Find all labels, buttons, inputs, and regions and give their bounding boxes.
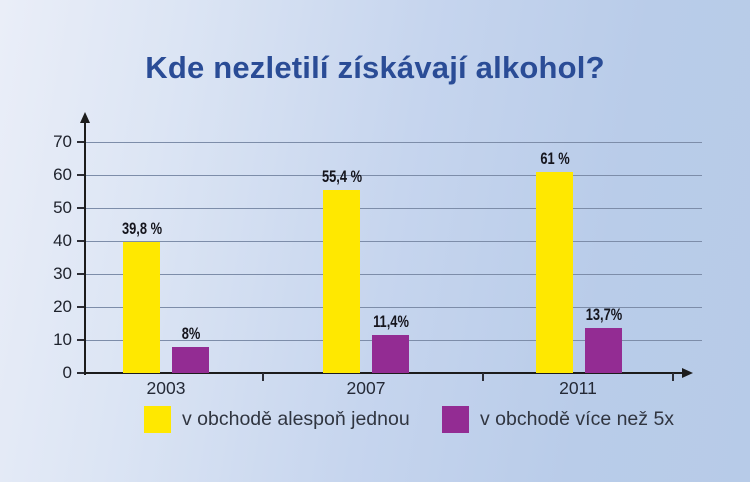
x-axis-label: 2003 [146,378,186,398]
gridline [85,240,702,242]
x-axis-tick [482,373,484,381]
legend-swatch-purple [442,406,469,433]
bar-value-label: 39,8 % [121,219,162,238]
bar-2011-series2 [585,327,622,373]
bar-value-label: 11,4% [372,313,409,332]
bar-2007-series1 [323,190,360,373]
y-axis-label: 70 [53,132,72,151]
x-axis-line [85,372,682,374]
bar-value-label: 55,4 % [321,168,362,187]
bar-value-label: 61 % [539,149,570,168]
bar-value-label: 8% [181,324,200,343]
gridline [85,141,702,143]
bar-2003-series1 [123,241,160,373]
legend-item-series2: v obchodě více než 5x [442,406,674,433]
y-axis-tick [77,141,85,143]
y-axis-label: 30 [53,264,72,283]
y-axis-tick [77,306,85,308]
gridline [85,306,702,308]
legend-item-series1: v obchodě alespoň jednou [144,406,410,433]
bar-2007-series2 [372,335,409,373]
y-axis-arrow-icon [79,112,90,123]
y-axis-tick [77,372,85,374]
x-axis-label: 2007 [346,378,386,398]
y-axis-label: 40 [53,231,72,250]
gridline [85,207,702,209]
bar-2011-series1 [536,171,573,373]
x-axis-tick [262,373,264,381]
y-axis-line [84,122,86,375]
chart-legend: v obchodě alespoň jednou v obchodě více … [0,406,750,436]
y-axis-tick [77,339,85,341]
y-axis-label: 10 [53,330,72,349]
gridline [85,174,702,176]
legend-swatch-yellow [144,406,171,433]
y-axis-label: 50 [53,198,72,217]
y-axis-tick [77,207,85,209]
x-axis-label: 2011 [559,378,597,398]
y-axis-label: 20 [53,297,72,316]
legend-label-series1: v obchodě alespoň jednou [182,408,410,430]
y-axis-label: 0 [62,363,72,382]
y-axis-tick [77,240,85,242]
gridline [85,273,702,275]
bar-value-label: 13,7% [585,305,622,324]
x-axis-tick [672,373,674,381]
y-axis-tick [77,174,85,176]
y-axis-tick [77,273,85,275]
bar-2003-series2 [172,346,209,373]
y-axis-label: 60 [53,165,72,184]
chart-title: Kde nezletilí získávají alkohol? [145,50,605,85]
legend-label-series2: v obchodě více než 5x [480,408,675,430]
x-axis-arrow-icon [682,368,693,378]
